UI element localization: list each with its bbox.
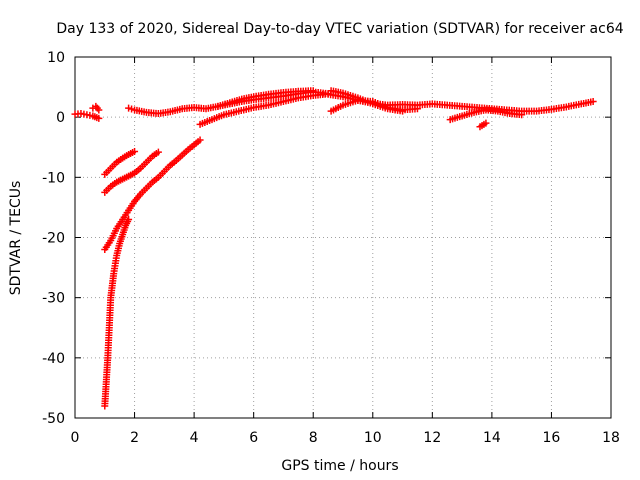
x-axis-label: GPS time / hours <box>281 458 398 474</box>
series-arc-9 <box>214 87 317 110</box>
x-tick-label: 12 <box>423 430 441 446</box>
y-tick-label: -40 <box>42 351 65 367</box>
series-arc-13 <box>446 106 526 124</box>
series-arc-14 <box>476 119 490 131</box>
series-arc-6 <box>101 136 204 254</box>
series-arc-10 <box>324 90 597 115</box>
data-point <box>95 106 103 114</box>
x-tick-label: 16 <box>543 430 561 446</box>
grid-lines <box>75 57 611 418</box>
x-tick-label: 2 <box>130 430 139 446</box>
x-tick-label: 10 <box>364 430 382 446</box>
series-arc-1 <box>71 110 103 122</box>
data-point <box>413 105 421 113</box>
y-tick-label: -20 <box>42 231 65 247</box>
y-axis-label: SDTVAR / TECUs <box>8 181 24 296</box>
data-point <box>309 87 317 95</box>
x-tick-label: 14 <box>483 430 501 446</box>
data-point <box>131 147 139 155</box>
x-tick-label: 18 <box>602 430 620 446</box>
x-tick-label: 4 <box>190 430 199 446</box>
series-arc-12 <box>327 96 421 115</box>
axis-ticks: 0 2 4 6 8 10 12 14 16 18 -50 -40 -30 -20 -10 0 10 <box>42 50 620 446</box>
data-point <box>589 98 597 106</box>
data-point <box>518 111 526 119</box>
x-tick-label: 0 <box>71 430 80 446</box>
y-tick-label: -50 <box>42 411 65 427</box>
data-point <box>196 136 204 144</box>
chart-title: Day 133 of 2020, Sidereal Day-to-day VTE… <box>56 21 623 37</box>
y-tick-label: -10 <box>42 170 65 186</box>
series-arc-4 <box>101 147 139 178</box>
data-point <box>125 215 133 223</box>
x-tick-label: 6 <box>249 430 258 446</box>
x-tick-label: 8 <box>309 430 318 446</box>
y-tick-label: 10 <box>47 50 65 66</box>
series-arc-8 <box>196 90 329 128</box>
series-arc-3 <box>101 215 133 410</box>
y-tick-label: 0 <box>56 110 65 126</box>
y-tick-label: -30 <box>42 291 65 307</box>
series-arc-2 <box>89 102 103 114</box>
series-arc-5 <box>101 148 162 196</box>
data-point <box>95 114 103 122</box>
data-series <box>71 87 597 410</box>
data-point <box>154 148 162 156</box>
data-point <box>482 119 490 127</box>
